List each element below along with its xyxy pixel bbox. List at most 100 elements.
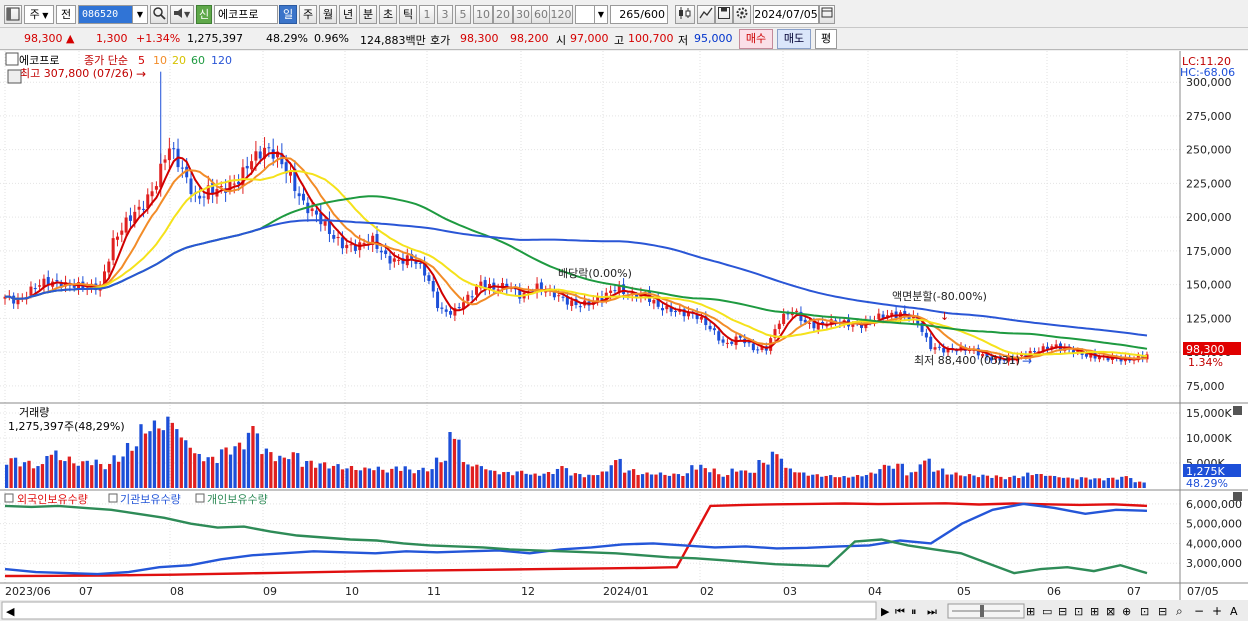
candle-body[interactable] [851,323,855,327]
candle-body[interactable] [673,311,677,313]
volume-bar[interactable] [40,464,45,488]
volume-bar[interactable] [927,458,931,488]
panel-options-icon[interactable] [5,52,19,66]
volume-bar[interactable] [936,470,940,488]
volume-bar[interactable] [497,474,501,488]
moving-average-5-line[interactable] [4,151,1148,361]
volume-bar[interactable] [457,439,461,488]
volume-bar[interactable] [291,452,295,488]
search-button[interactable] [150,5,168,24]
candle-body[interactable] [860,324,863,328]
volume-bar[interactable] [797,472,801,488]
holdings-panel[interactable] [4,502,1148,578]
volume-bar[interactable] [134,446,139,488]
volume-bar[interactable] [354,469,358,488]
volume-bar[interactable] [1052,476,1057,488]
volume-bar[interactable] [537,475,542,488]
stock-code-input[interactable]: 086520 [78,5,136,24]
volume-bar[interactable] [806,475,810,488]
volume-bar[interactable] [990,477,994,488]
volume-bar[interactable] [466,464,470,488]
candle-body[interactable] [353,244,357,251]
volume-bar[interactable] [882,464,887,488]
volume-bar[interactable] [36,466,40,488]
candle-body[interactable] [414,261,418,264]
volume-bar[interactable] [434,457,439,488]
minimize-icon[interactable]: ▭ [1042,605,1052,618]
candle-body[interactable] [397,259,401,261]
candle-body[interactable] [937,346,941,348]
volume-bar[interactable] [761,462,766,488]
candle-body[interactable] [825,325,829,327]
volume-bar[interactable] [618,458,622,488]
candle-body[interactable] [124,217,128,233]
volume-bar[interactable] [1129,478,1133,488]
candle-body[interactable] [786,313,790,315]
count-field[interactable]: 265/600 [610,5,668,24]
foreign-holdings-line[interactable] [4,502,1148,578]
settings-button[interactable] [733,5,751,24]
volume-bar[interactable] [318,463,322,488]
candle-body[interactable] [704,316,708,326]
candle-body[interactable] [1089,353,1093,358]
candle-body[interactable] [466,294,470,301]
volume-bar[interactable] [1079,477,1084,488]
volume-bar[interactable] [421,467,425,488]
candle-body[interactable] [172,148,176,150]
volume-bar[interactable] [363,467,367,488]
volume-bar[interactable] [233,446,237,488]
candle-body[interactable] [725,342,729,344]
volume-bar[interactable] [90,465,94,488]
candle-body[interactable] [635,294,639,299]
volume-bar[interactable] [488,470,492,488]
volume-bar[interactable] [1003,479,1007,488]
volume-bar[interactable] [67,456,71,488]
volume-bar[interactable] [184,440,188,488]
volume-bar[interactable] [645,472,649,488]
candle-body[interactable] [310,208,314,212]
candle-body[interactable] [423,263,427,276]
volume-bar[interactable] [1084,477,1088,488]
volume-bar[interactable] [949,474,954,488]
candle-body[interactable] [682,309,686,317]
volume-bar[interactable] [842,476,846,488]
candle-body[interactable] [777,323,781,330]
chart-canvas[interactable]: 300,000 275,000 250,000 225,000 200,000 175,0… [0,51,1248,621]
holdings-toggle-icon[interactable] [108,493,118,503]
candle-body[interactable] [721,339,725,343]
volume-bar[interactable] [143,433,148,488]
candle-body[interactable] [1050,346,1054,349]
volume-bar[interactable] [640,474,645,488]
legend-individual[interactable]: 개인보유수량 [207,493,268,506]
tab-period-day[interactable]: 일 [279,5,297,24]
volume-bar[interactable] [1115,479,1119,488]
candle-body[interactable] [297,193,301,197]
volume-bar[interactable] [1111,477,1115,488]
candle-body[interactable] [410,253,414,261]
volume-bar[interactable] [493,470,497,488]
volume-bar[interactable] [408,469,412,488]
candle-body[interactable] [730,341,734,344]
volume-bar[interactable] [690,465,694,488]
candle-body[interactable] [55,280,59,282]
candle-body[interactable] [881,314,885,318]
volume-bar[interactable] [282,457,286,488]
drawing-tool-button[interactable] [697,5,715,24]
volume-bar[interactable] [139,424,143,488]
candle-body[interactable] [59,282,63,288]
first-page-icon[interactable]: ⏮ [895,605,905,618]
volume-bar[interactable] [600,471,604,488]
volume-bar[interactable] [954,472,958,488]
volume-bar[interactable] [551,474,555,488]
volume-bar[interactable] [345,468,349,488]
moving-average-120-line[interactable] [4,219,1148,337]
calendar-button[interactable] [819,5,835,24]
candle-body[interactable] [462,302,466,310]
candle-body[interactable] [760,346,764,350]
candle-body[interactable] [457,306,461,309]
volume-bar[interactable] [972,475,976,488]
chart-type-button[interactable] [675,5,695,24]
volume-bar[interactable] [390,468,394,488]
volume-bar[interactable] [770,451,775,488]
candle-body[interactable] [989,357,993,361]
